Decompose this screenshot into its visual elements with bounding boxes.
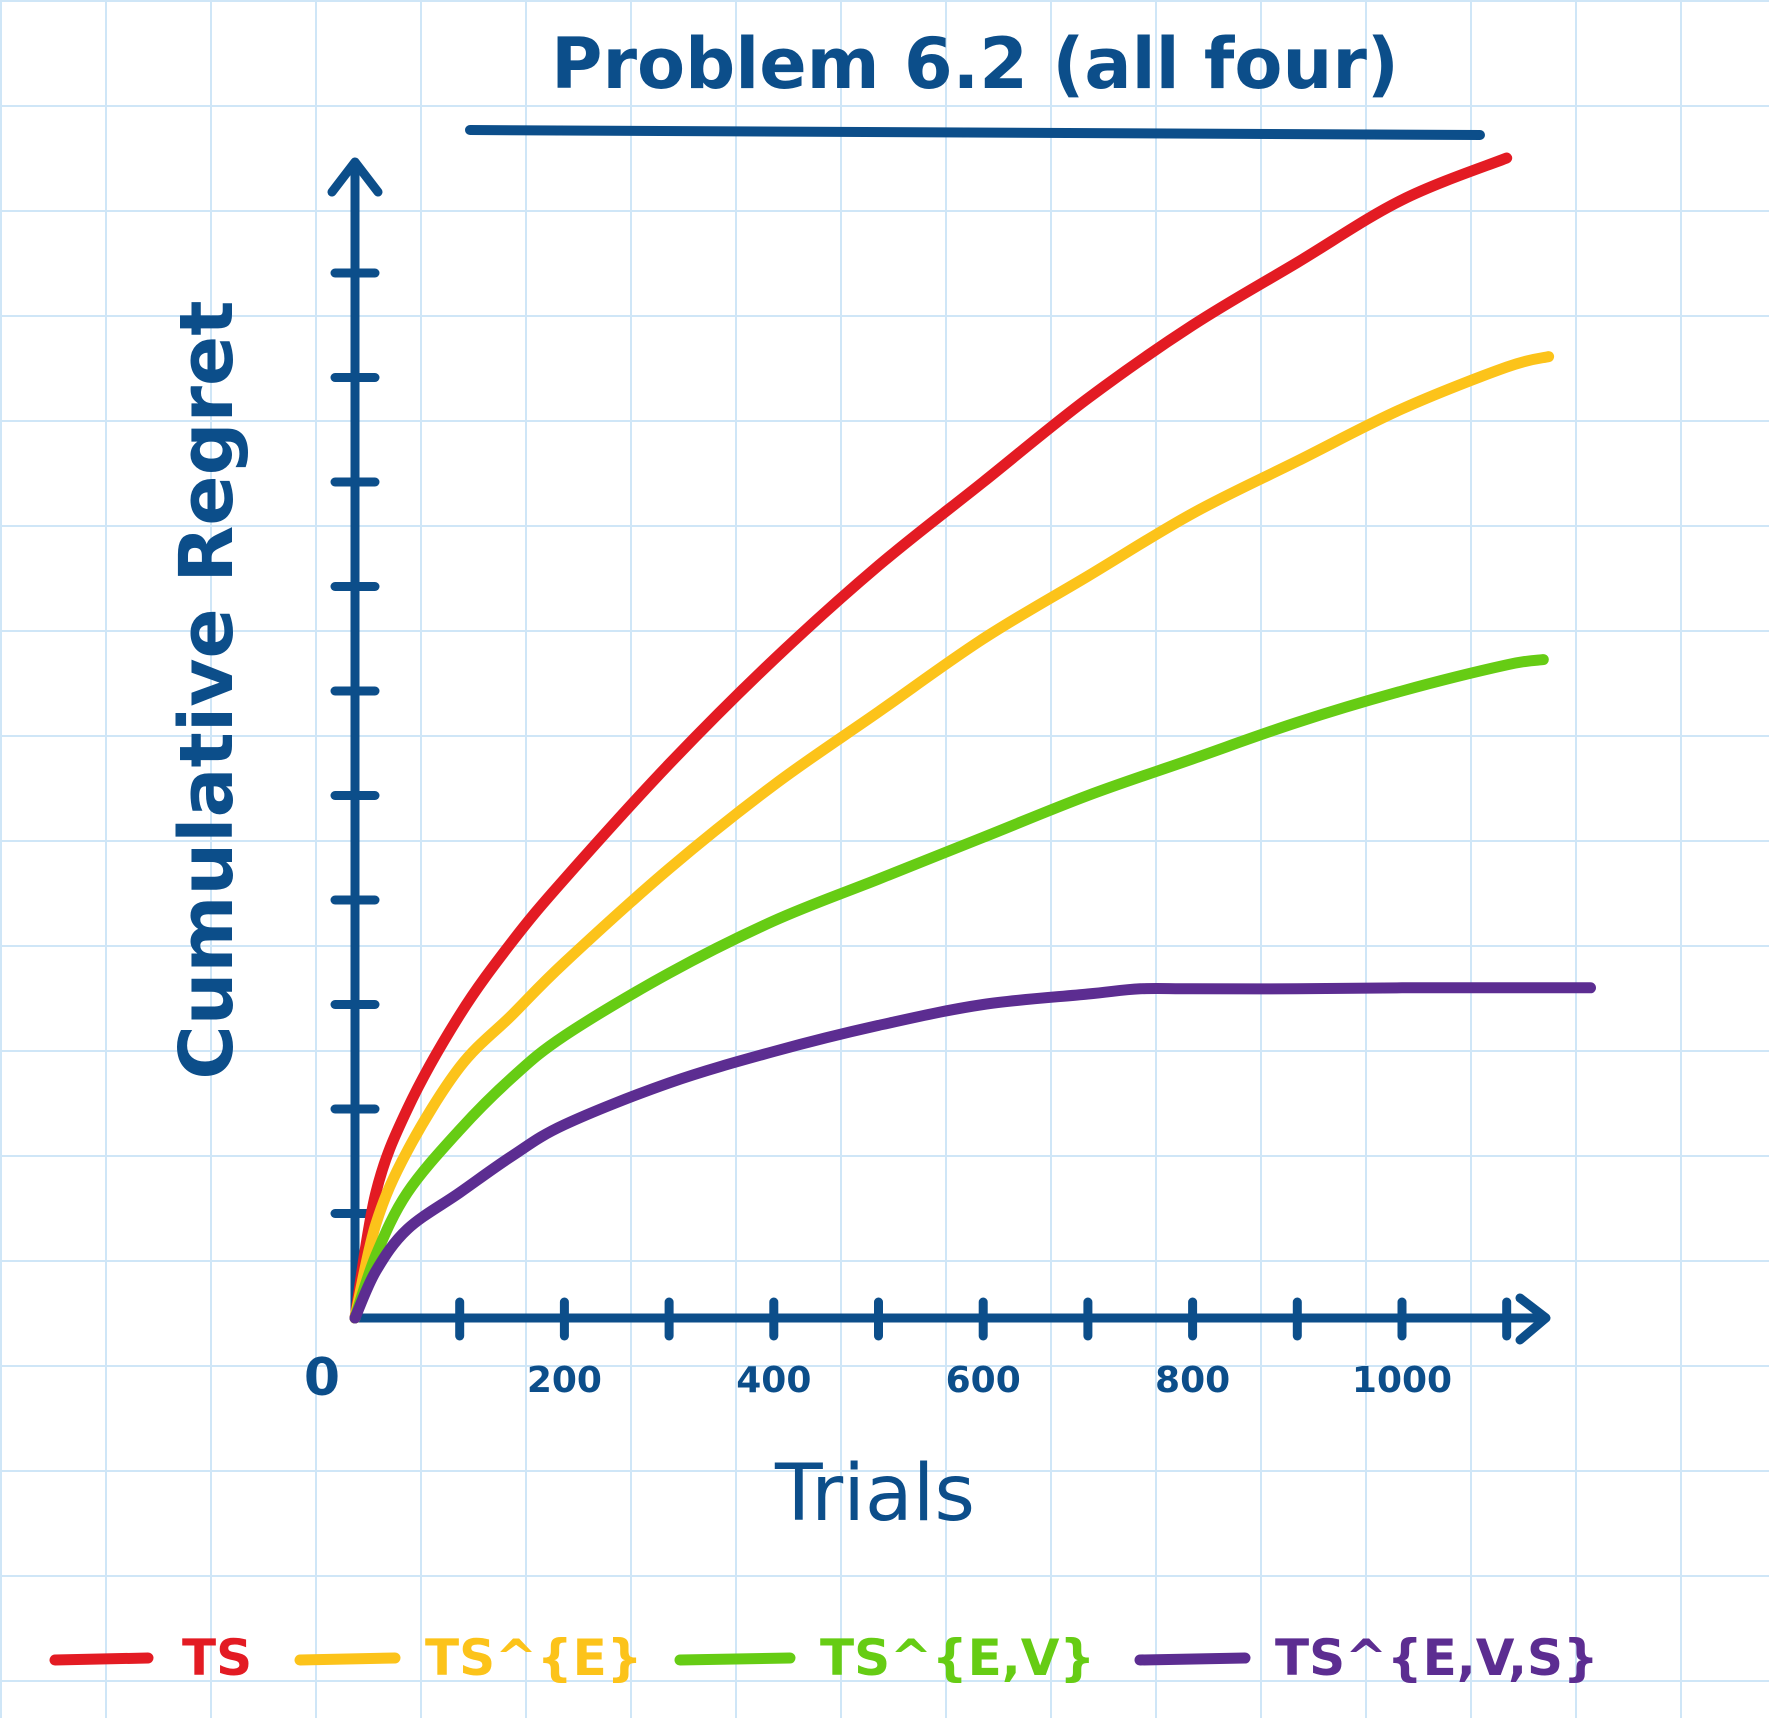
series-line-3 bbox=[349, 654, 1549, 1324]
legend-swatch bbox=[294, 1652, 401, 1666]
title-underline bbox=[465, 125, 1485, 140]
axis-ticks bbox=[330, 268, 1512, 1341]
x-tick-label: 800 bbox=[1155, 1360, 1230, 1401]
series-line-1 bbox=[349, 152, 1513, 1324]
legend-swatch bbox=[1134, 1652, 1251, 1666]
y-axis-arrowhead bbox=[327, 157, 383, 197]
x-tick-label: 1000 bbox=[1352, 1360, 1452, 1401]
x-axis-arrowhead bbox=[1515, 1293, 1551, 1345]
legend-swatch bbox=[49, 1652, 154, 1666]
legend-label: TS^{E} bbox=[425, 1629, 642, 1687]
series-line-4 bbox=[349, 982, 1596, 1324]
x-tick-label: 0 bbox=[304, 1348, 340, 1408]
x-tick-labels: 0 200 400 600 800 1000 bbox=[304, 1348, 1452, 1408]
legend-swatch bbox=[674, 1652, 796, 1666]
x-tick-label: 400 bbox=[736, 1360, 811, 1401]
x-tick-label: 600 bbox=[946, 1360, 1021, 1401]
series-line-2 bbox=[349, 351, 1555, 1324]
series-lines bbox=[349, 152, 1596, 1324]
x-axis-label: Trials bbox=[774, 1449, 975, 1539]
legend: TS TS^{E} TS^{E,V} TS^{E,V,S} bbox=[49, 1629, 1599, 1687]
legend-label: TS^{E,V,S} bbox=[1275, 1629, 1599, 1687]
legend-label: TS bbox=[182, 1629, 252, 1687]
y-axis-label: Cumulative Regret bbox=[164, 300, 250, 1079]
x-tick-label: 200 bbox=[527, 1360, 602, 1401]
chart-title: Problem 6.2 (all four) bbox=[551, 23, 1399, 105]
legend-label: TS^{E,V} bbox=[820, 1629, 1095, 1687]
